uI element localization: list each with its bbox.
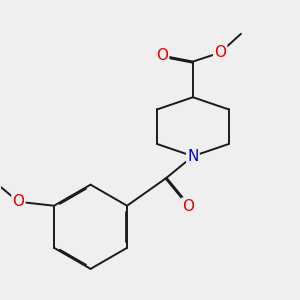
- Text: O: O: [182, 199, 194, 214]
- Text: N: N: [187, 149, 199, 164]
- Text: O: O: [12, 194, 24, 209]
- Text: O: O: [214, 45, 226, 60]
- Text: O: O: [156, 48, 168, 63]
